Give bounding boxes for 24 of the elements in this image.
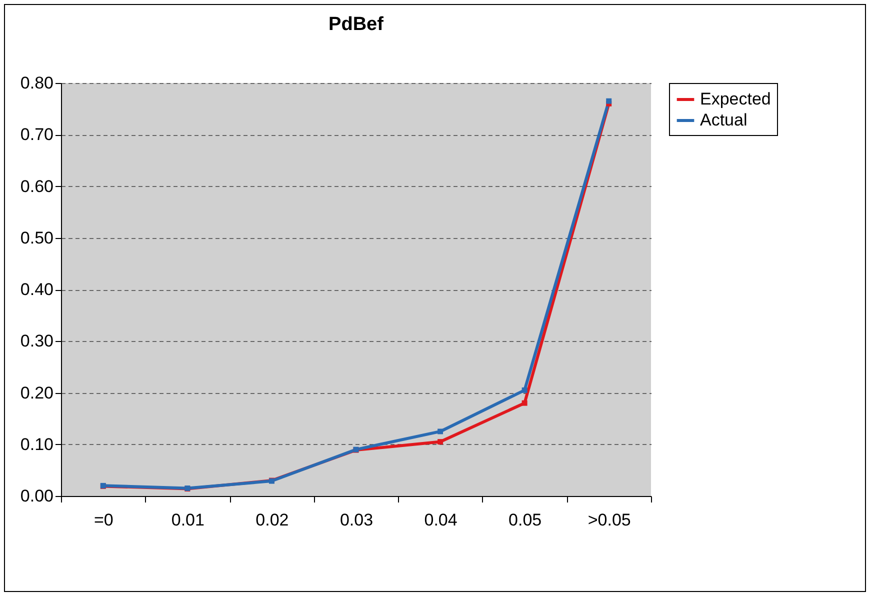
- y-tick-label: 0.20: [20, 383, 54, 402]
- x-tick-label: 0.03: [340, 510, 374, 530]
- x-tick-label: >0.05: [588, 510, 631, 530]
- point: [438, 439, 444, 445]
- legend-label: Expected: [700, 90, 771, 108]
- x-tick-label: 0.05: [508, 510, 542, 530]
- point: [438, 428, 444, 434]
- y-tick-label: 0.60: [20, 176, 54, 196]
- x-tick-label: 0.04: [424, 510, 458, 530]
- y-tick-label: 0.70: [20, 125, 54, 144]
- x-tick-label: 0.01: [171, 510, 204, 530]
- x-tick-label: =0: [94, 510, 114, 530]
- point: [606, 98, 612, 104]
- chart-title: PdBef: [328, 14, 384, 35]
- y-tick-label: 0.30: [20, 332, 54, 351]
- y-tick-label: 0.80: [20, 74, 54, 92]
- legend-label: Actual: [700, 110, 748, 130]
- y-tick-label: 0.40: [20, 280, 54, 299]
- x-tick-label: 0.02: [256, 510, 289, 530]
- point: [522, 400, 528, 406]
- point: [522, 387, 528, 393]
- y-tick-label: 0.10: [20, 434, 54, 454]
- y-tick-label: 0.50: [20, 228, 54, 248]
- y-tick-label: 0.00: [20, 486, 54, 506]
